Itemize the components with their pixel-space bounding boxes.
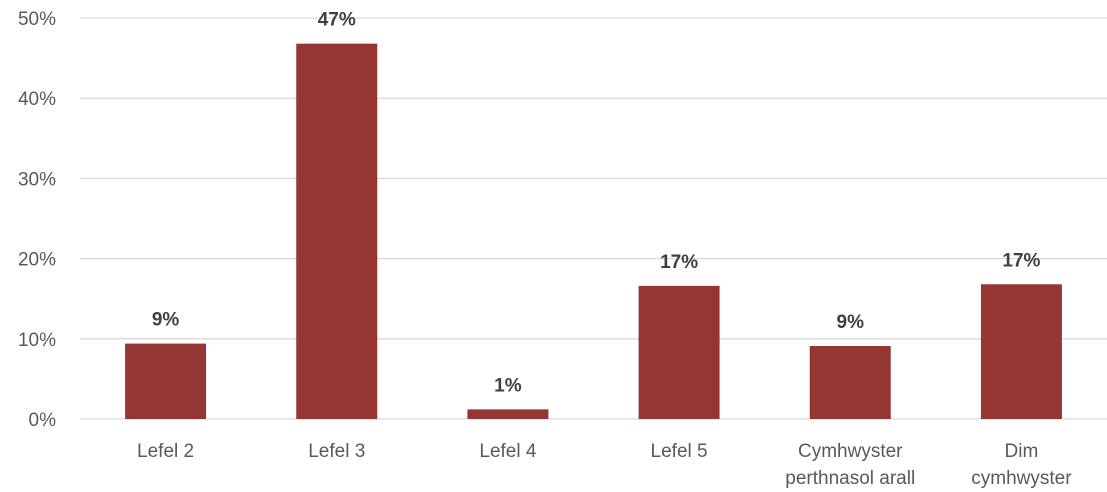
bar (467, 409, 549, 419)
data-label: 17% (1002, 250, 1040, 271)
x-tick-label: Lefel 4 (479, 441, 536, 462)
x-tick-label: Lefel 2 (137, 441, 194, 462)
data-label: 1% (494, 375, 522, 396)
gridlines (80, 17, 1107, 420)
x-axis-category-labels: Lefel 2 Lefel 3 Lefel 4 Lefel 5 Cymhwyster pe… (137, 441, 1072, 489)
x-tick-label: perthnasol arall (785, 468, 915, 489)
y-tick-label: 0% (29, 410, 57, 431)
bars (125, 43, 1062, 419)
data-label: 17% (660, 252, 698, 273)
data-labels: 9% 47% 1% 17% 9% 17% (152, 10, 1041, 397)
data-label: 9% (837, 312, 865, 333)
y-tick-label: 30% (18, 169, 56, 190)
x-tick-label: Cymhwyster (798, 441, 903, 462)
x-tick-label: Dim (1005, 441, 1039, 462)
bar (980, 284, 1062, 419)
y-tick-label: 20% (18, 250, 56, 271)
x-tick-label: cymhwyster (971, 468, 1072, 489)
data-label: 9% (152, 310, 180, 331)
bar (125, 343, 207, 419)
x-tick-label: Lefel 5 (651, 441, 708, 462)
bar (296, 43, 378, 419)
bar (638, 285, 720, 419)
bar (809, 346, 891, 419)
y-axis-tick-labels: 0% 10% 20% 30% 40% 50% (18, 9, 56, 431)
x-tick-label: Lefel 3 (308, 441, 365, 462)
data-label: 47% (318, 10, 356, 31)
y-tick-label: 40% (18, 89, 56, 110)
y-tick-label: 10% (18, 330, 56, 351)
y-tick-label: 50% (18, 9, 56, 30)
